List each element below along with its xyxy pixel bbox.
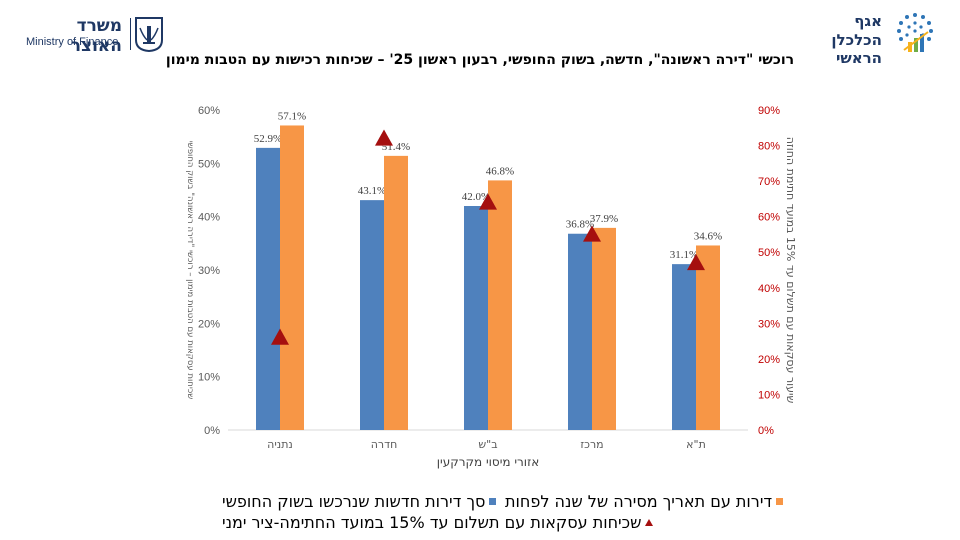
x-tick-label: מרכז	[580, 438, 603, 451]
ministry-name-hebrew: משרד האוצר	[70, 16, 122, 56]
chief-economist-logo: אגף הכלכלן הראשי	[788, 10, 938, 67]
y-tick-label-right: 60%	[758, 212, 780, 224]
y-tick-label-right: 20%	[758, 354, 780, 366]
y-tick-label-right: 80%	[758, 141, 780, 153]
y-tick-label-left: 20%	[198, 318, 220, 330]
y-tick-label-right: 0%	[758, 425, 774, 437]
data-label: 52.9%	[254, 133, 282, 145]
data-label: 57.1%	[278, 110, 306, 122]
legend-item-delivery-year: דירות עם תאריך מסירה של שנה לפחות	[505, 492, 784, 511]
x-tick-label: ת"א	[686, 438, 706, 451]
y-tick-label-right: 90%	[758, 105, 780, 117]
triangle-marker	[583, 225, 601, 242]
bar-new-apartments	[672, 264, 696, 430]
legend-item-payment-share: שכיחות עסקאות עם תשלום עד 15% במועד החתי…	[222, 513, 654, 532]
legend-swatch-orange	[776, 498, 784, 505]
chief-economist-line1: אגף	[854, 12, 882, 30]
y-tick-label-right: 70%	[758, 176, 780, 188]
data-label: 42.0%	[462, 191, 490, 203]
data-label: 43.1%	[358, 185, 386, 197]
legend-label: שכיחות עסקאות עם תשלום עד 15% במועד החתי…	[222, 513, 642, 532]
triangle-marker	[479, 193, 497, 210]
y-tick-label-right: 10%	[758, 389, 780, 401]
y-tick-label-right: 50%	[758, 247, 780, 259]
triangle-marker	[687, 253, 705, 271]
triangle-marker	[271, 328, 289, 345]
data-label: 36.8%	[566, 219, 594, 231]
ministry-of-finance-logo: משרד האוצר Ministry of Finance	[22, 14, 163, 56]
legend-item-new-apartments: סך דירות חדשות שנרכשו בשוק החופשי	[222, 492, 497, 511]
legend-swatch-blue	[489, 498, 497, 505]
dotted-globe-icon	[897, 13, 933, 52]
chart-title: רוכשי "דירה ראשונה", חדשה, בשוק החופשי, …	[165, 52, 795, 68]
legend-triangle-marker	[645, 519, 654, 526]
logo-divider	[130, 18, 131, 50]
legend-label: דירות עם תאריך מסירה של שנה לפחות	[505, 492, 773, 511]
y-tick-label-left: 10%	[198, 372, 220, 384]
y-tick-label-left: 50%	[198, 158, 220, 170]
y-tick-label-right: 30%	[758, 318, 780, 330]
bar-new-apartments	[256, 147, 280, 430]
x-axis-label: אזורי מיסוי מקרקעין	[437, 455, 540, 469]
triangle-marker	[375, 129, 393, 146]
x-tick-label: ב"ש	[478, 438, 497, 451]
x-tick-label: חדרה	[371, 438, 398, 451]
y-tick-label-left: 30%	[198, 265, 220, 277]
bar-delivery-year	[280, 125, 304, 430]
bar-new-apartments	[360, 200, 384, 430]
y-tick-label-right: 40%	[758, 283, 780, 295]
data-label: 46.8%	[486, 165, 514, 177]
bar-delivery-year	[488, 180, 512, 430]
y-axis-label-left: שכיחות עסקאות עם הטבות מימון – רוכשי "די…	[185, 141, 195, 399]
bar-delivery-year	[592, 227, 616, 430]
data-label: 34.6%	[694, 230, 722, 242]
bar-delivery-year	[384, 155, 408, 430]
y-tick-label-left: 0%	[204, 425, 220, 437]
ministry-name-english: Ministry of Finance	[26, 36, 119, 48]
y-axis-label-right: שיעור עסקאות עם תשלום עד 15% במועד חתימת…	[784, 137, 797, 404]
y-tick-label-left: 60%	[198, 105, 220, 117]
x-tick-label: נתניה	[267, 438, 293, 451]
legend-label: סך דירות חדשות שנרכשו בשוק החופשי	[222, 492, 486, 511]
bar-new-apartments	[568, 233, 592, 430]
bar-new-apartments	[464, 206, 488, 430]
bar-delivery-year	[696, 245, 720, 430]
chief-economist-line2: הכלכלן הראשי	[831, 31, 882, 67]
y-tick-label-left: 40%	[198, 212, 220, 224]
state-emblem-icon	[135, 17, 163, 52]
data-label: 37.9%	[590, 213, 618, 225]
data-label: 31.1%	[670, 249, 698, 261]
